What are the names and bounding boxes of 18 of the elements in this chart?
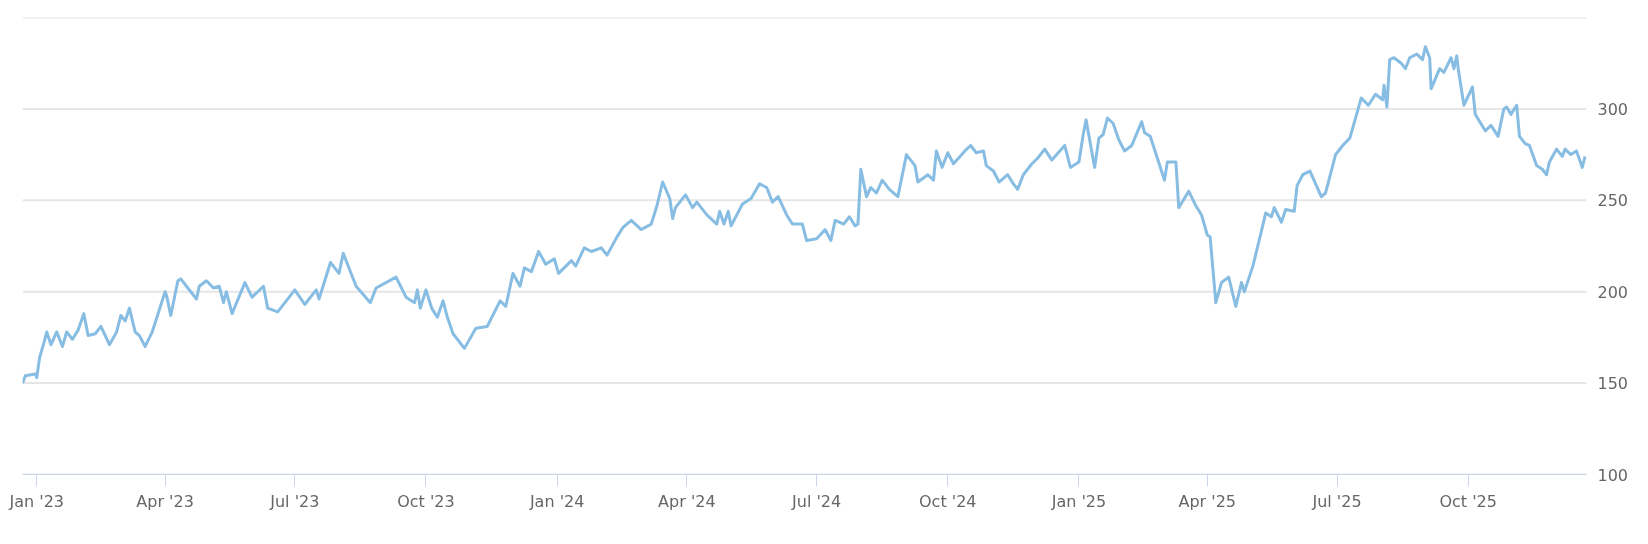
x-tick-label: Jan '24	[528, 491, 585, 511]
x-tick-label: Jul '23	[269, 491, 320, 511]
x-tick-label: Jul '25	[1311, 491, 1362, 511]
y-tick-label: 200	[1597, 282, 1629, 302]
x-tick-label: Jan '23	[8, 491, 65, 511]
y-tick-label: 250	[1597, 191, 1629, 211]
x-tick-label: Oct '25	[1439, 491, 1497, 511]
x-tick-label: Apr '23	[136, 491, 194, 511]
x-tick-label: Jan '25	[1050, 491, 1107, 511]
y-tick-label: 150	[1597, 374, 1629, 394]
y-tick-label: 300	[1597, 99, 1629, 119]
x-tick-label: Apr '25	[1178, 491, 1237, 511]
x-tick-label: Oct '23	[397, 491, 455, 511]
x-tick-label: Jul '24	[791, 491, 842, 511]
line-series	[22, 45, 1587, 385]
y-tick-label: 100	[1597, 465, 1629, 485]
x-tick-label: Oct '24	[919, 491, 977, 511]
x-tick-label: Apr '24	[658, 491, 716, 511]
